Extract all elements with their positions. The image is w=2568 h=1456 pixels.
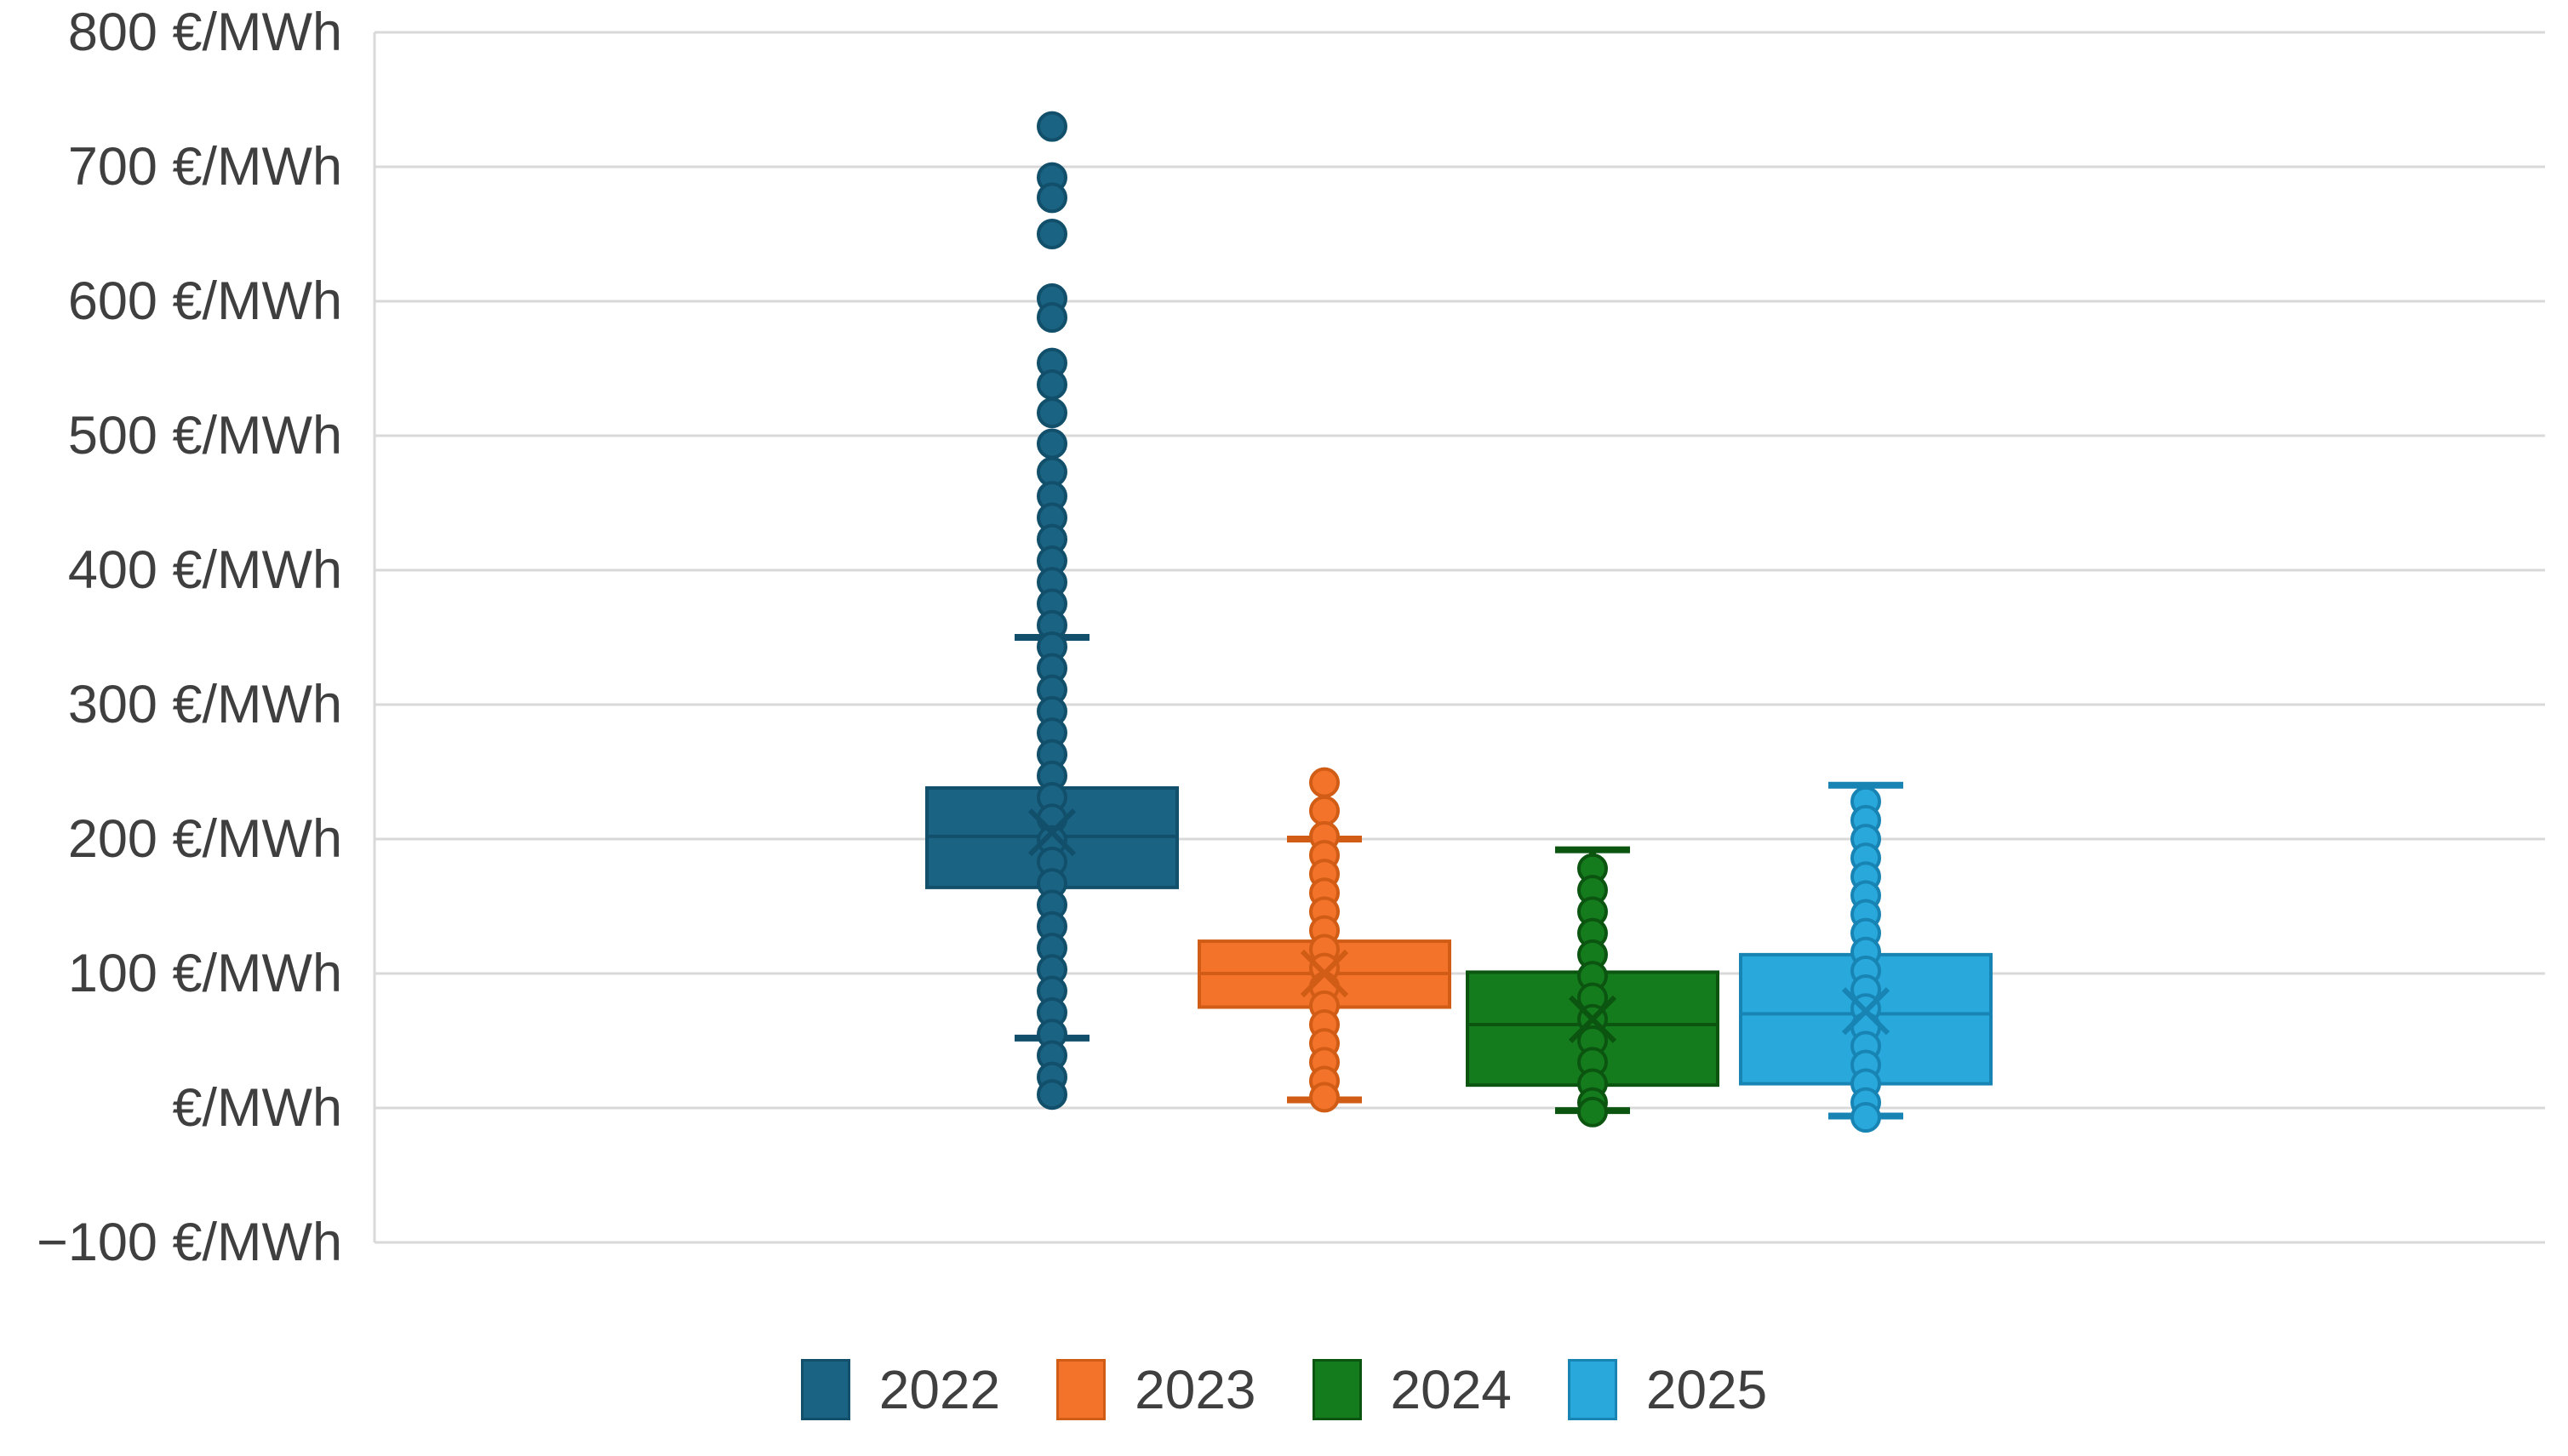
data-point-dot bbox=[1309, 1082, 1340, 1113]
box-series-2023 bbox=[1198, 767, 1451, 1113]
data-point-dot bbox=[1850, 1102, 1881, 1133]
legend-item-2025: 2025 bbox=[1567, 1358, 1768, 1421]
mean-marker bbox=[1027, 808, 1077, 857]
legend-label-2022: 2022 bbox=[878, 1359, 1001, 1420]
data-point-dot bbox=[1037, 219, 1067, 249]
data-point-dot bbox=[1037, 397, 1067, 429]
legend-label-2024: 2024 bbox=[1390, 1359, 1512, 1420]
y-axis-tick-100: 100 €/MWh bbox=[67, 944, 342, 1003]
data-point-dot bbox=[1037, 428, 1067, 460]
y-axis-tick-200: 200 €/MWh bbox=[67, 809, 342, 869]
data-point-dot bbox=[1577, 1096, 1608, 1128]
legend-item-2022: 2022 bbox=[800, 1358, 1001, 1421]
box-series-2022 bbox=[925, 111, 1179, 1111]
data-point-dot bbox=[1309, 795, 1340, 826]
y-axis-tick-700: 700 €/MWh bbox=[67, 137, 342, 197]
y-axis-tick-600: 600 €/MWh bbox=[67, 271, 342, 331]
box-series-2024 bbox=[1466, 846, 1719, 1128]
y-axis-tick-neg100: −100 €/MWh bbox=[37, 1213, 342, 1272]
legend-swatch-2023 bbox=[1056, 1359, 1107, 1420]
box-series-2025 bbox=[1739, 781, 1993, 1133]
data-point-dot bbox=[1037, 111, 1067, 142]
y-axis-tick-800: 800 €/MWh bbox=[67, 3, 342, 62]
legend: 2022 2023 2024 2025 bbox=[0, 1358, 2568, 1421]
legend-label-2025: 2025 bbox=[1645, 1359, 1768, 1420]
data-point-dot bbox=[1037, 182, 1067, 214]
data-point-dot bbox=[1037, 301, 1067, 333]
legend-item-2024: 2024 bbox=[1312, 1358, 1512, 1421]
y-axis-tick-0: €/MWh bbox=[172, 1078, 342, 1138]
legend-label-2023: 2023 bbox=[1135, 1359, 1256, 1420]
data-point-dot bbox=[1037, 1079, 1067, 1111]
y-axis-tick-300: 300 €/MWh bbox=[67, 675, 342, 734]
legend-swatch-2022 bbox=[800, 1359, 850, 1420]
data-point-dot bbox=[1037, 368, 1067, 400]
legend-item-2023: 2023 bbox=[1056, 1358, 1256, 1421]
y-axis-tick-500: 500 €/MWh bbox=[67, 406, 342, 465]
legend-swatch-2024 bbox=[1312, 1359, 1362, 1420]
data-point-dot bbox=[1309, 767, 1340, 798]
y-axis-tick-400: 400 €/MWh bbox=[67, 540, 342, 600]
mean-marker bbox=[1841, 987, 1890, 1036]
legend-swatch-2025 bbox=[1567, 1359, 1617, 1420]
mean-marker bbox=[1300, 949, 1349, 998]
mean-marker bbox=[1568, 995, 1617, 1043]
